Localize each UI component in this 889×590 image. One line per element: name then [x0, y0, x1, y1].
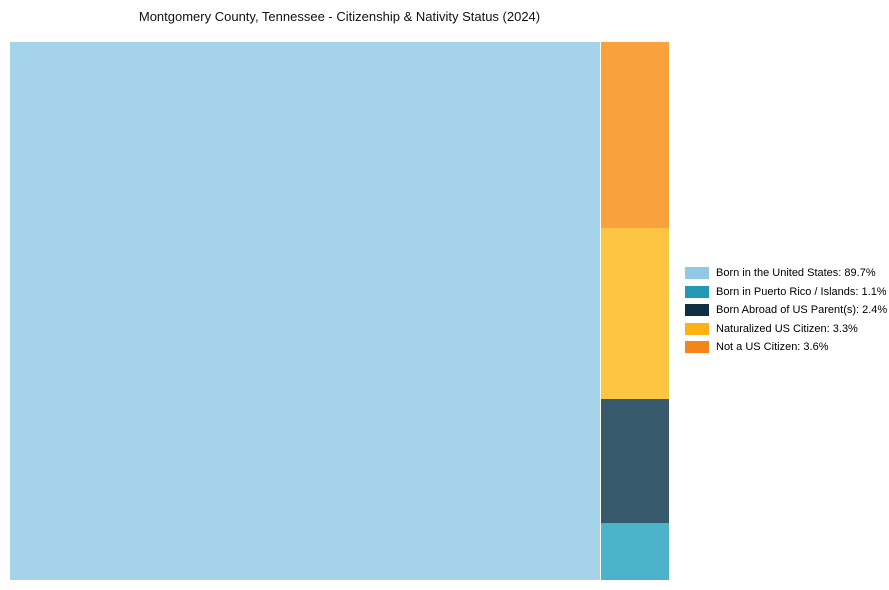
legend-swatch-not-a-us-citizen: [685, 341, 709, 353]
legend-swatch-naturalized-us-citizen: [685, 322, 709, 335]
legend-item-born-abroad-of-us-parent-s: Born Abroad of US Parent(s): 2.4%: [685, 304, 887, 316]
legend-label-born-in-puerto-rico-islands: Born in Puerto Rico / Islands: 1.1%: [716, 285, 887, 298]
legend-label-naturalized-us-citizen: Naturalized US Citizen: 3.3%: [716, 322, 858, 335]
legend-item-born-in-puerto-rico-islands: Born in Puerto Rico / Islands: 1.1%: [685, 285, 887, 298]
tile-born-in-the-united-states: [10, 42, 601, 580]
legend-label-born-in-the-united-states: Born in the United States: 89.7%: [716, 267, 876, 279]
tile-naturalized-us-citizen: [601, 228, 669, 399]
tile-not-a-us-citizen: [601, 42, 669, 229]
tile-born-in-puerto-rico-islands: [601, 523, 669, 580]
legend-item-not-a-us-citizen: Not a US Citizen: 3.6%: [685, 341, 887, 353]
legend-swatch-born-abroad-of-us-parent-s: [685, 304, 709, 316]
legend-label-not-a-us-citizen: Not a US Citizen: 3.6%: [716, 341, 829, 353]
legend: Born in the United States: 89.7% Born in …: [685, 267, 887, 360]
legend-swatch-born-in-puerto-rico-islands: [685, 285, 709, 298]
treemap-plot-area: [10, 42, 669, 580]
chart-title: Montgomery County, Tennessee - Citizensh…: [138, 9, 541, 24]
legend-swatch-born-in-the-united-states: [685, 267, 709, 279]
legend-item-naturalized-us-citizen: Naturalized US Citizen: 3.3%: [685, 322, 887, 335]
legend-item-born-in-the-united-states: Born in the United States: 89.7%: [685, 267, 887, 279]
tile-born-abroad-of-us-parent-s: [601, 398, 669, 524]
legend-label-born-abroad-of-us-parent-s: Born Abroad of US Parent(s): 2.4%: [716, 304, 888, 316]
